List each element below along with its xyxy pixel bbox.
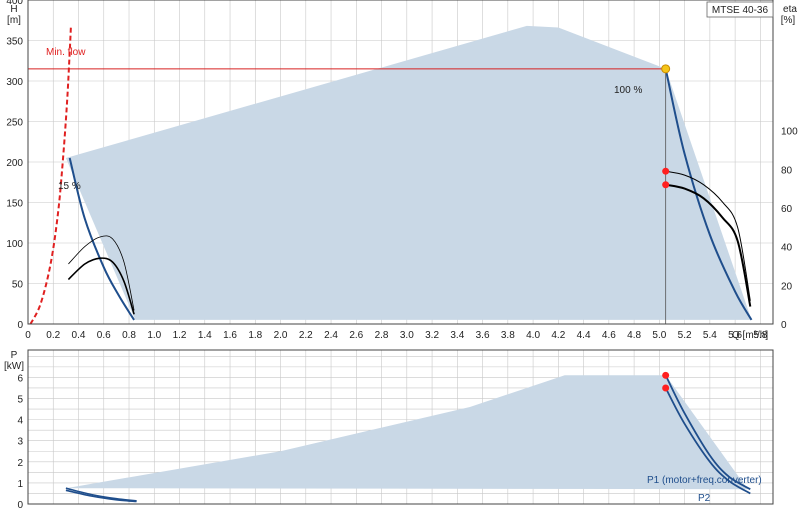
x-tick-label: 3.8 xyxy=(501,330,515,341)
x-tick-label: 2.4 xyxy=(324,330,338,341)
head-y-tick-label: 50 xyxy=(12,280,24,291)
power-curve-p1 xyxy=(664,374,751,490)
x-tick-label: 3.2 xyxy=(425,330,439,341)
x-tick-label: 5.0 xyxy=(652,330,666,341)
x-tick-label: 4.6 xyxy=(602,330,616,341)
head-envelope-area xyxy=(65,25,752,320)
power-marker xyxy=(662,384,670,392)
head-y-tick-label: 250 xyxy=(6,118,23,129)
head-y-tick-label: 350 xyxy=(6,37,23,48)
head-y-tick-label: 100 xyxy=(6,239,23,250)
envelope-fills xyxy=(65,25,752,490)
eta-y-tick-label: 100 xyxy=(781,127,798,138)
head-plot-frame xyxy=(27,0,774,325)
x-tick-label: 4.8 xyxy=(627,330,641,341)
eta-axis-unit: [%] xyxy=(781,15,796,26)
head-y-tick-label: 400 xyxy=(6,0,23,7)
eta-axis-symbol: eta xyxy=(783,4,797,15)
power-curve-p2 xyxy=(664,387,751,495)
x-tick-label: 0 xyxy=(25,330,31,341)
x-tick-label: 1.2 xyxy=(173,330,187,341)
markers xyxy=(661,64,671,392)
duty-point-marker xyxy=(661,64,671,74)
p1-label: P1 (motor+freq.converter) xyxy=(647,475,762,486)
curve-lines xyxy=(28,26,753,503)
eta-marker xyxy=(662,181,670,189)
head-axis-unit: [m] xyxy=(7,15,21,26)
head-axis-symbol: H xyxy=(10,4,17,15)
x-tick-label: 4.0 xyxy=(526,330,540,341)
power-y-tick-label: 2 xyxy=(17,458,23,469)
x-tick-label: 2.2 xyxy=(299,330,313,341)
model-label: MTSE 40-36 xyxy=(712,5,769,16)
eta-y-tick-label: 0 xyxy=(781,320,787,331)
eta-y-tick-label: 80 xyxy=(781,165,793,176)
x-tick-label: 3.0 xyxy=(400,330,414,341)
model-label-box xyxy=(706,1,774,18)
x-tick-label: 4.2 xyxy=(551,330,565,341)
eta-curve-100-lower xyxy=(665,183,752,307)
x-tick-label: 1.4 xyxy=(198,330,212,341)
eta-y-tick-label: 40 xyxy=(781,243,793,254)
power-curve-p2-15 xyxy=(65,489,137,503)
pct-15-annotation: 15 % xyxy=(58,181,81,192)
p2-label: P2 xyxy=(698,493,711,504)
x-tick-label: 0.6 xyxy=(97,330,111,341)
eta-y-tick-label: 60 xyxy=(781,204,793,215)
x-tick-label: 1.6 xyxy=(223,330,237,341)
head-y-tick-label: 0 xyxy=(17,320,23,331)
x-tick-label: 4.4 xyxy=(577,330,591,341)
x-tick-label: 0.8 xyxy=(122,330,136,341)
tick-labels: 0 0.2 0.4 0.6 0.8 1.0 1.2 1.4 1.6 1.8 2.0 2.2 2.4 2.6… xyxy=(6,0,798,511)
eta-curve-100-upper xyxy=(665,170,751,301)
x-tick-label: 5.6 xyxy=(728,330,742,341)
power-y-tick-label: 4 xyxy=(17,416,23,427)
pump-curve-15 xyxy=(68,157,135,321)
pump-curve-100 xyxy=(664,68,753,321)
power-axis-unit: [kW] xyxy=(4,361,24,372)
power-plot-frame xyxy=(27,349,774,505)
power-y-tick-label: 5 xyxy=(17,395,23,406)
power-marker xyxy=(662,371,670,379)
head-y-tick-label: 200 xyxy=(6,158,23,169)
pct-100-annotation: 100 % xyxy=(614,85,642,96)
x-tick-label: 1.8 xyxy=(248,330,262,341)
eta-y-tick-label: 20 xyxy=(781,281,793,292)
eta-curve-15-lower xyxy=(67,257,135,315)
x-tick-label: 2.8 xyxy=(375,330,389,341)
power-axis-symbol: P xyxy=(11,350,18,361)
power-y-tick-label: 3 xyxy=(17,437,23,448)
head-y-tick-label: 300 xyxy=(6,77,23,88)
x-tick-label: 5.8 xyxy=(753,330,767,341)
x-tick-label: 2.6 xyxy=(349,330,363,341)
power-y-tick-label: 6 xyxy=(17,373,23,384)
x-tick-label: 2.0 xyxy=(274,330,288,341)
power-envelope-area xyxy=(65,375,748,490)
head-y-tick-label: 150 xyxy=(6,199,23,210)
power-y-tick-label: 0 xyxy=(17,500,23,511)
eta-curve-15-upper xyxy=(68,235,135,311)
power-curve-p1-15 xyxy=(65,487,137,502)
min-flow-curve xyxy=(29,26,72,325)
min-flow-annotation: Min. flow xyxy=(46,47,86,58)
x-tick-label: 3.4 xyxy=(450,330,464,341)
plot-frames xyxy=(27,0,774,505)
power-y-tick-label: 1 xyxy=(17,479,23,490)
x-tick-label: 0.2 xyxy=(46,330,60,341)
x-tick-label: 5.4 xyxy=(703,330,717,341)
x-tick-label: 1.0 xyxy=(147,330,161,341)
x-tick-label: 0.4 xyxy=(72,330,86,341)
flow-axis-label: Q [m³/h] xyxy=(732,330,768,341)
x-tick-label: 5.2 xyxy=(678,330,692,341)
eta-marker xyxy=(662,167,670,175)
x-tick-label: 3.6 xyxy=(476,330,490,341)
